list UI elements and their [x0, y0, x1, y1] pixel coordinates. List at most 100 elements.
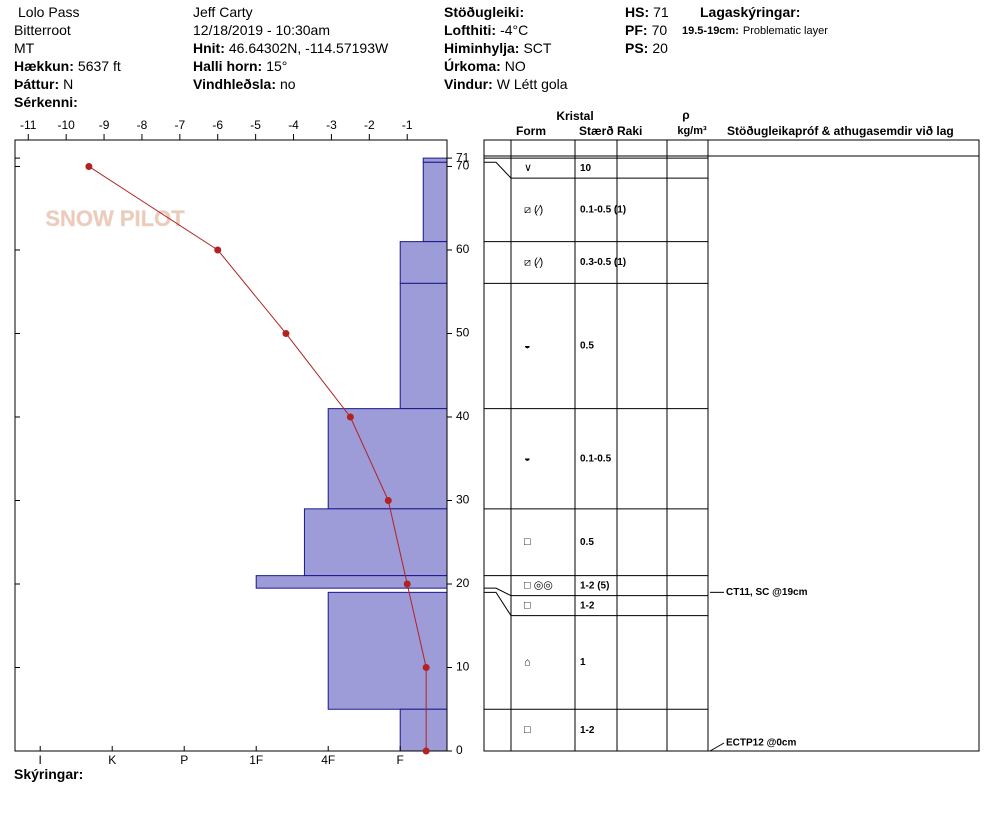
- x2-tick-label: F: [397, 753, 404, 767]
- crystal-size: 0.3-0.5 (1): [580, 257, 626, 268]
- temperature-point: [346, 413, 354, 421]
- crystal-size: 1-2: [580, 725, 595, 736]
- header-field: PF: 70: [625, 21, 667, 39]
- x2-tick-label: P: [180, 753, 188, 767]
- field-value: Lolo Pass: [18, 4, 80, 20]
- header-field: Lolo Pass: [18, 3, 79, 21]
- crystal-form: ◒: [524, 453, 531, 465]
- field-value: 12/18/2019 - 10:30am: [193, 22, 330, 38]
- x-tick-label: -9: [99, 118, 110, 132]
- note-label: 19.5-19cm:: [682, 25, 739, 37]
- header-field: Bitterroot: [14, 21, 71, 39]
- hardness-bar: [303, 508, 448, 577]
- temperature-point: [384, 496, 392, 504]
- y-tick-label: 70: [456, 159, 470, 173]
- layer-connector: [484, 161, 512, 179]
- note: 19.5-19cm: Problematic layer: [682, 22, 828, 40]
- header-field: Vindur: W Létt gola: [444, 75, 568, 93]
- test-arrow: [709, 742, 725, 752]
- table-header: Form: [516, 124, 546, 138]
- y-tick-label: 40: [456, 409, 470, 423]
- header-field: 12/18/2019 - 10:30am: [193, 21, 330, 39]
- crystal-size: 0.5: [580, 537, 594, 548]
- x-tick-label: -3: [326, 118, 337, 132]
- y-tick-label: 0: [456, 743, 463, 757]
- hardness-bar: [422, 157, 448, 163]
- hardness-bar: [327, 591, 448, 710]
- field-value: MT: [14, 40, 35, 56]
- temperature-point: [282, 329, 290, 337]
- legend-title: Skýringar:: [14, 766, 84, 782]
- field-value: NO: [504, 58, 526, 74]
- table-header: Kristal: [556, 109, 593, 123]
- x-tick-label: -4: [288, 118, 299, 132]
- header-field: Vindhleðsla: no: [193, 75, 296, 93]
- field-label: Hnit:: [193, 40, 225, 56]
- crystal-size: 1-2: [580, 600, 595, 611]
- header-field: Lofthiti: -4°C: [444, 21, 528, 39]
- field-value: 15°: [266, 58, 288, 74]
- field-value: 20: [652, 40, 668, 56]
- y-tick-label: 50: [456, 326, 470, 340]
- header-field: Himinhylja: SCT: [444, 39, 551, 57]
- header-field: Úrkoma: NO: [444, 57, 526, 75]
- temperature-point: [214, 246, 222, 254]
- field-value: N: [63, 76, 74, 92]
- hardness-bar: [399, 241, 448, 284]
- table-header: Stærð: [579, 124, 614, 138]
- crystal-form: □: [524, 724, 531, 736]
- crystal-size: 0.1-0.5: [580, 453, 612, 464]
- x-tick-label: -7: [175, 118, 186, 132]
- field-label: Lofthiti:: [444, 22, 497, 38]
- crystal-size: 1-2 (5): [580, 580, 609, 591]
- field-label: Vindur:: [444, 76, 493, 92]
- field-label: PF:: [625, 22, 648, 38]
- test-label: ECTP12 @0cm: [726, 738, 796, 749]
- field-label: Sérkenni:: [14, 94, 78, 110]
- hardness-bar: [422, 161, 448, 243]
- field-label: Halli horn:: [193, 58, 263, 74]
- field-value: Jeff Carty: [193, 4, 253, 20]
- header-field: PS: 20: [625, 39, 668, 57]
- x-tick-label: -1: [402, 118, 413, 132]
- x-tick-label: -10: [57, 118, 75, 132]
- x-tick-label: -5: [250, 118, 261, 132]
- field-label: Stöðugleiki:: [444, 4, 525, 20]
- x2-tick-label: 4F: [321, 753, 335, 767]
- table-header: ρ: [682, 108, 689, 122]
- y-tick-label: 20: [456, 576, 470, 590]
- x2-tick-label: K: [108, 753, 116, 767]
- temperature-point: [422, 747, 430, 755]
- header-field: Halli horn: 15°: [193, 57, 287, 75]
- field-label: HS:: [625, 4, 650, 20]
- crystal-form: □: [524, 536, 531, 548]
- layer-connector: [484, 587, 512, 597]
- field-label: Himinhylja:: [444, 40, 520, 56]
- x2-tick-label: 1F: [249, 753, 263, 767]
- header-field: HS: 71: [625, 3, 669, 21]
- plot-frame: [14, 139, 448, 752]
- header-field: Hnit: 46.64302N, -114.57193W: [193, 39, 388, 57]
- layer-connector: [484, 591, 512, 616]
- header-field: Þáttur: N: [14, 75, 73, 93]
- notes-title: Lagaskýringar:: [700, 4, 801, 20]
- y-tick-label: 10: [456, 660, 470, 674]
- x-tick-label: -11: [20, 118, 37, 132]
- temperature-point: [403, 580, 411, 588]
- table-header: Stöðugleikapróf & athugasemdir við lag: [727, 124, 954, 138]
- table-frame: [483, 139, 980, 752]
- crystal-form: ⧄ (⁄): [524, 204, 543, 216]
- crystal-form: □: [524, 600, 531, 612]
- table-header: kg/m³: [677, 125, 707, 137]
- field-value: W Létt gola: [496, 76, 568, 92]
- test-label: CT11, SC @19cm: [726, 587, 808, 598]
- field-value: -4°C: [500, 22, 529, 38]
- crystal-size: 0.5: [580, 341, 594, 352]
- field-value: no: [279, 76, 296, 92]
- crystal-form: ◒: [524, 340, 531, 352]
- header-field: Sérkenni:: [14, 93, 82, 111]
- field-value: 5637 ft: [77, 58, 121, 74]
- temperature-line: [88, 166, 427, 751]
- field-label: Úrkoma:: [444, 58, 501, 74]
- field-label: Þáttur:: [14, 76, 60, 92]
